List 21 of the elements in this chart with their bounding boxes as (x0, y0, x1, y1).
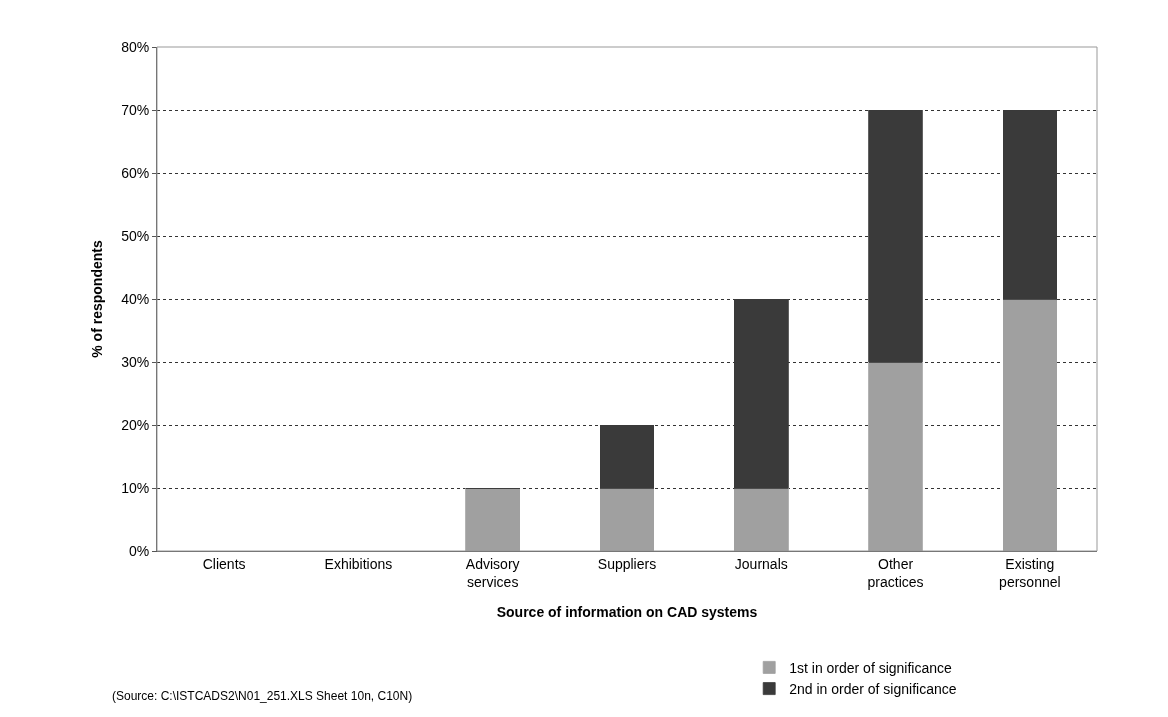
x-tick-label: Journals (734, 555, 788, 572)
x-tick-label: Other practices (867, 555, 924, 590)
text: (Source: C:\ISTCADS2\N01_251.XLS Sheet 10n, C10N) (112, 689, 413, 703)
y-tick-label: 50% (121, 227, 150, 244)
x-tick-label: Exhibitions (324, 555, 393, 572)
x-tick-label: Suppliers (597, 555, 657, 572)
y-tick-label: 60% (121, 164, 150, 181)
y-tick-label: 80% (121, 38, 150, 55)
y-tick-label: 40% (121, 290, 150, 307)
y-tick-label: 10% (121, 479, 150, 496)
legend-label: 1st in order of significance (789, 659, 953, 676)
x-axis-title: Source of information on CAD systems (496, 604, 758, 621)
x-tick-label: Advisory services (465, 555, 520, 590)
y-tick-label: 0% (128, 542, 150, 559)
y-tick-label: 70% (121, 101, 150, 118)
legend-label: 2nd in order of significance (789, 681, 957, 698)
y-tick-label: 20% (121, 416, 150, 433)
y-tick-label: 30% (121, 353, 150, 370)
y-axis-title: % of respondents (88, 240, 105, 358)
x-tick-label: Existing personnel (999, 555, 1061, 590)
x-tick-label: Clients (202, 555, 246, 572)
